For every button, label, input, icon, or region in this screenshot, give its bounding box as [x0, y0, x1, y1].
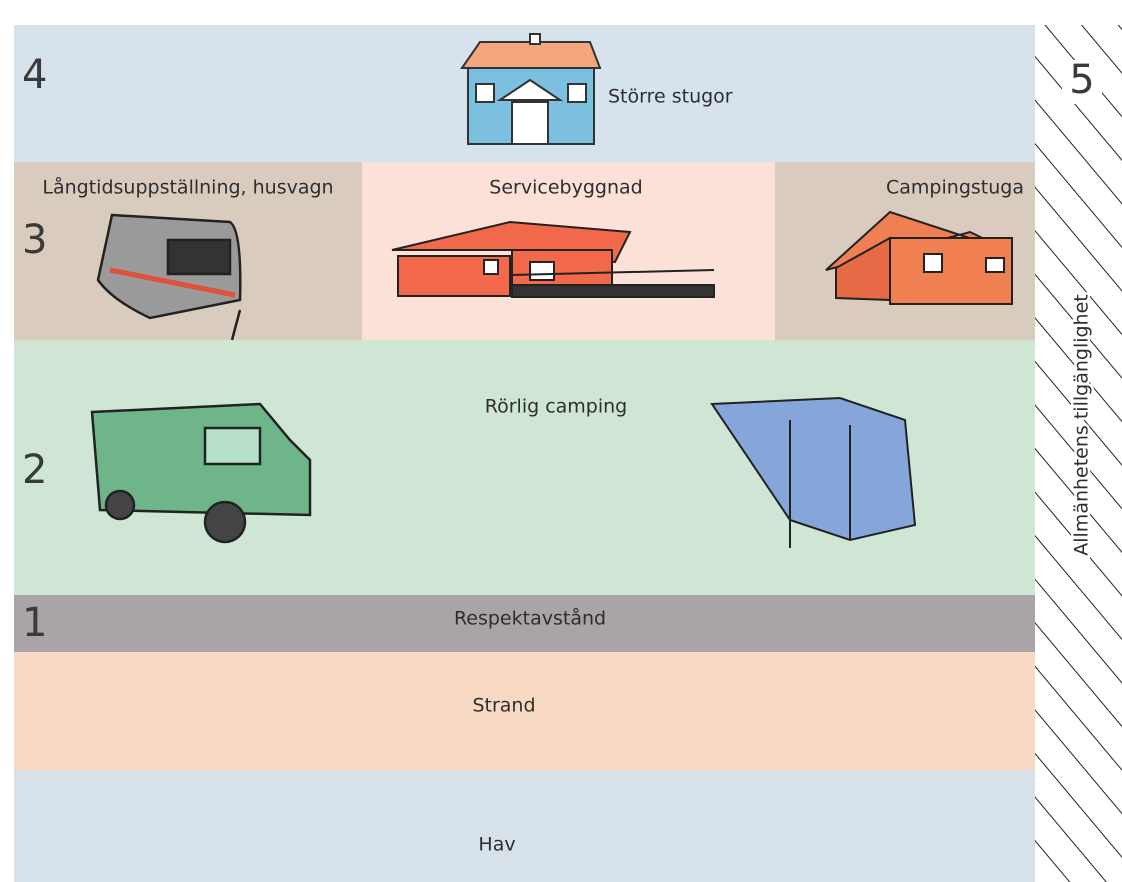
zone-number: 4 [22, 52, 47, 98]
zone-diagram: 4 Större stugor 3 Långtidsuppställning, … [0, 0, 1122, 882]
side-label: Allmänhetens tillgänglighet [1071, 294, 1093, 556]
zone-label: Campingstuga [886, 177, 1024, 199]
zone-label: Hav [478, 834, 515, 856]
zone-label: Respektavstånd [454, 607, 606, 630]
zone-label: Servicebyggnad [489, 177, 642, 199]
hav-band [14, 770, 1035, 882]
zone-label: Rörlig camping [485, 396, 627, 418]
side-number: 5 [1069, 57, 1094, 103]
zone-number: 3 [22, 217, 47, 263]
house-icon [462, 34, 600, 144]
zone-label: Strand [472, 695, 535, 717]
zone-number: 2 [22, 447, 47, 493]
zone-label: Långtidsuppställning, husvagn [42, 176, 333, 199]
zone-label: Större stugor [608, 86, 733, 108]
zone-number: 1 [22, 600, 47, 646]
